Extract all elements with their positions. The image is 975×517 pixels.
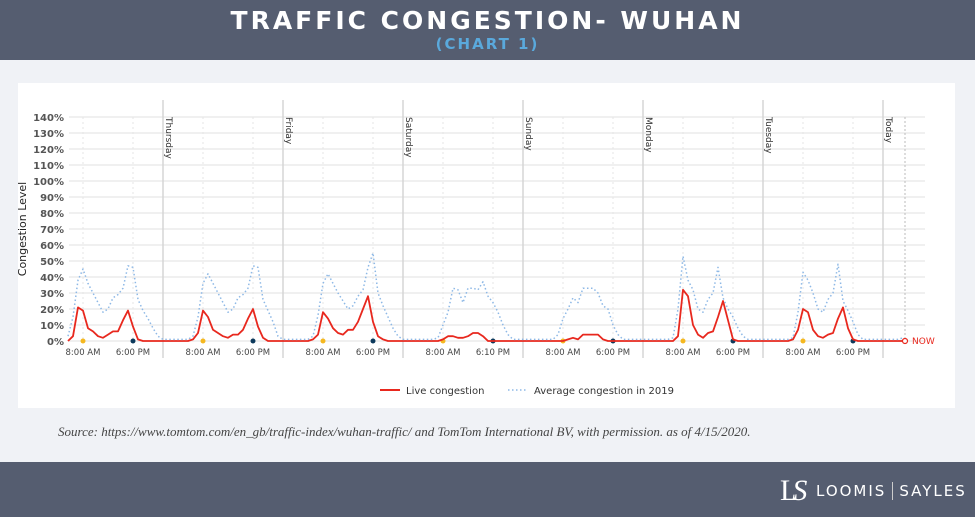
y-axis-label: Congestion Level [16,182,29,276]
day-label: Friday [283,117,293,145]
y-tick-label: 80% [40,209,64,220]
y-tick-label: 90% [40,193,64,204]
day-label: Monday [643,117,653,153]
day-label: Tuesday [763,116,773,154]
average-congestion-line [67,252,904,341]
page-title: TRAFFIC CONGESTION- WUHAN [230,6,745,35]
time-tick-label: 6:00 PM [236,348,270,358]
y-tick-label: 50% [40,257,64,268]
evening-marker [130,338,136,344]
y-tick-label: 20% [40,305,64,316]
page-subtitle: (CHART 1) [435,35,540,53]
y-tick-label: 60% [40,241,64,252]
footer-banner [0,462,975,517]
time-tick-label: 8:00 AM [546,348,581,358]
brand-right: SAYLES [899,481,967,500]
loomis-sayles-logo: LS LOOMIS SAYLES [780,474,967,508]
morning-marker [800,338,806,344]
source-note: Source: https://www.tomtom.com/en_gb/tra… [58,424,751,439]
live-congestion-line [67,288,905,342]
y-tick-label: 120% [33,145,64,156]
morning-marker [320,338,326,344]
y-tick-label: 70% [40,225,64,236]
y-tick-label: 100% [33,177,64,188]
time-tick-label: 6:00 PM [116,348,150,358]
morning-marker [200,338,206,344]
evening-marker [370,338,376,344]
day-label: Thursday [163,116,173,160]
y-tick-label: 40% [40,273,64,284]
y-tick-label: 130% [33,129,64,140]
morning-marker [680,338,686,344]
time-tick-label: 8:00 AM [786,348,821,358]
time-tick-label: 6:10 PM [476,348,510,358]
time-tick-label: 6:00 PM [716,348,750,358]
brand-left: LOOMIS [816,481,887,500]
legend-average-label: Average congestion in 2019 [534,386,674,397]
evening-marker [250,338,256,344]
y-tick-label: 110% [33,161,64,172]
time-tick-label: 8:00 AM [186,348,221,358]
day-label: Sunday [523,117,533,151]
day-label: Saturday [403,117,413,158]
time-tick-label: 8:00 AM [66,348,101,358]
y-tick-label: 30% [40,289,64,300]
legend-live-label: Live congestion [406,386,484,397]
time-tick-label: 6:00 PM [596,348,630,358]
now-marker [901,337,909,345]
day-label: Today [883,116,893,144]
time-tick-label: 8:00 AM [666,348,701,358]
time-tick-label: 8:00 AM [306,348,341,358]
ls-monogram: LS [780,474,808,507]
y-tick-label: 140% [33,113,64,124]
header-banner: TRAFFIC CONGESTION- WUHAN (CHART 1) [0,0,975,60]
y-tick-label: 10% [40,321,64,332]
morning-marker [80,338,86,344]
time-tick-label: 8:00 AM [426,348,461,358]
y-tick-label: 0% [47,337,64,348]
now-label: NOW [912,337,935,347]
time-tick-label: 6:00 PM [836,348,870,358]
time-tick-label: 6:00 PM [356,348,390,358]
